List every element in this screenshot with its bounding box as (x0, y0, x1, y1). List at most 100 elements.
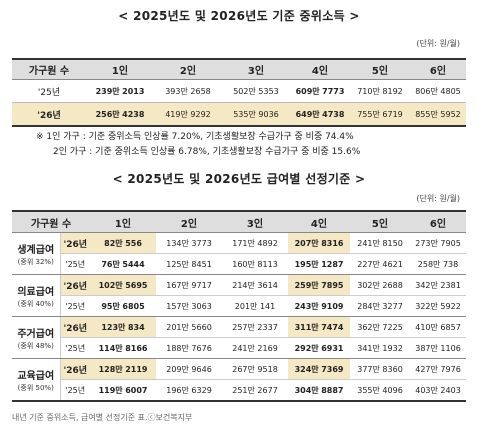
table-cell: 195만 1287 (288, 253, 351, 275)
table-cell: 227만 4621 (350, 253, 411, 275)
header-1person: 1인 (90, 210, 157, 233)
table-cell: 128만 2119 (90, 358, 157, 380)
year-label: '26년 (12, 102, 86, 127)
year-label: '25년 (12, 79, 86, 103)
benefit-criteria-table: 가구원 수 1인 2인 3인 4인 5인 6인 생계급여 (중위 32%) '2… (12, 210, 467, 402)
median-income-title: < 2025년도 및 2026년도 기준 중위소득 > (118, 9, 360, 23)
table-cell: 251만 2677 (222, 379, 289, 402)
table-cell: 125만 8451 (156, 253, 223, 275)
table-cell: 710만 8192 (350, 79, 410, 103)
table-cell: 76만 5444 (90, 253, 157, 275)
table-cell: 123만 834 (90, 316, 157, 338)
table-row-2026: 주거급여 (중위 48%) '26년 123만 834 201만 5660 25… (12, 316, 467, 359)
table-cell: 196만 6329 (156, 379, 223, 402)
table-cell: 114만 8166 (90, 337, 157, 359)
table-cell: 535만 9036 (222, 102, 290, 127)
table-cell: 502만 5353 (222, 79, 290, 103)
table-header-row: 가구원 수 1인 2인 3인 4인 5인 6인 (12, 210, 467, 233)
header-2person: 2인 (156, 210, 223, 233)
table-cell: 273만 7905 (410, 232, 467, 254)
table-cell: 292만 6931 (288, 337, 351, 359)
table-cell: 377만 8360 (350, 358, 411, 380)
table-cell: 214만 3614 (222, 274, 289, 296)
table-row-2026: 의료급여 (중위 40%) '26년 102만 5695 167만 9717 2… (12, 274, 467, 317)
table-row-2025: '25년 239만 2013 393만 2658 502만 5353 609만 … (12, 79, 466, 103)
table-cell: 267만 9518 (222, 358, 289, 380)
table-cell: 259만 7895 (288, 274, 351, 296)
table-cell: 324만 7369 (288, 358, 351, 380)
benefit-category-medical: 의료급여 (중위 40%) (12, 274, 61, 317)
table-cell: 410만 6857 (410, 316, 467, 338)
table-cell: 160만 8113 (222, 253, 289, 275)
header-5person: 5인 (350, 58, 410, 80)
image-credit: 내년 기준 중위소득, 급여별 선정기준 표.ⓒ보건복지부 (12, 413, 193, 422)
header-household-size: 가구원 수 (12, 210, 91, 233)
header-5person: 5인 (350, 210, 411, 233)
table-cell: 243만 9109 (288, 295, 351, 317)
header-4person: 4인 (290, 58, 350, 80)
table-cell: 387만 1106 (410, 337, 467, 359)
header-6person: 6인 (410, 58, 466, 80)
table-cell: 82만 556 (90, 232, 157, 254)
benefit-criteria-title: < 2025년도 및 2026년도 급여별 선정기준 > (112, 172, 366, 186)
median-income-table: 가구원 수 1인 2인 3인 4인 5인 6인 '25년 239만 2013 3… (12, 58, 466, 127)
table-cell: 239만 2013 (86, 79, 154, 103)
header-household-size: 가구원 수 (12, 58, 86, 80)
table-cell: 157만 3063 (156, 295, 223, 317)
unit-label-1: (단위: 원/월) (416, 39, 460, 48)
table-cell: 393만 2658 (154, 79, 222, 103)
table-cell: 609만 7773 (290, 79, 350, 103)
benefit-category-education: 교육급여 (중위 50%) (12, 358, 61, 402)
year-label: '26년 (60, 316, 91, 338)
year-label: '25년 (60, 295, 91, 317)
year-label: '25년 (60, 337, 91, 359)
note-1person: ※ 1인 가구 : 기준 중위소득 인상률 7.20%, 기초생활보장 수급가구… (36, 132, 354, 142)
table-cell: 341만 1932 (350, 337, 411, 359)
table-row-2025: '25년 114만 8166 188만 7676 241만 2169 292만 … (12, 337, 467, 359)
table-cell: 355만 4096 (350, 379, 411, 402)
table-row-2025: '25년 95만 6805 157만 3063 201만 141 243만 91… (12, 295, 467, 317)
table-cell: 241만 2169 (222, 337, 289, 359)
table-cell: 304만 8887 (288, 379, 351, 402)
table-cell: 311만 7474 (288, 316, 351, 338)
header-6person: 6인 (410, 210, 467, 233)
table-cell: 201만 141 (222, 295, 289, 317)
table-cell: 95만 6805 (90, 295, 157, 317)
benefit-category-livelihood: 생계급여 (중위 32%) (12, 232, 61, 275)
footnotes: ※ 1인 가구 : 기준 중위소득 인상률 7.20%, 기초생활보장 수급가구… (36, 130, 360, 160)
table-cell: 201만 5660 (156, 316, 223, 338)
header-4person: 4인 (288, 210, 351, 233)
table-cell: 167만 9717 (156, 274, 223, 296)
year-label: '26년 (60, 274, 91, 296)
table-cell: 419만 9292 (154, 102, 222, 127)
table-cell: 134만 3773 (156, 232, 223, 254)
year-label: '25년 (60, 253, 91, 275)
table-cell: 171만 4892 (222, 232, 289, 254)
table-cell: 256만 4238 (86, 102, 154, 127)
table-cell: 241만 8150 (350, 232, 411, 254)
table-cell: 209만 9646 (156, 358, 223, 380)
table-cell: 207만 8316 (288, 232, 351, 254)
table-cell: 362만 7225 (350, 316, 411, 338)
table-row-2025: '25년 76만 5444 125만 8451 160만 8113 195만 1… (12, 253, 467, 275)
table-cell: 649만 4738 (290, 102, 350, 127)
table-cell: 119만 6007 (90, 379, 157, 402)
table-cell: 855만 5952 (410, 102, 466, 127)
year-label: '26년 (60, 232, 91, 254)
table-row-2026: '26년 256만 4238 419만 9292 535만 9036 649만 … (12, 102, 466, 127)
table-cell: 102만 5695 (90, 274, 157, 296)
note-2person: 2인 가구 : 기준 중위소득 인상률 6.78%, 기초생활보장 수급가구 중… (53, 147, 361, 157)
table-cell: 258만 738 (410, 253, 467, 275)
header-3person: 3인 (222, 210, 289, 233)
table-cell: 806만 4805 (410, 79, 466, 103)
table-cell: 403만 2403 (410, 379, 467, 402)
table-cell: 427만 7976 (410, 358, 467, 380)
table-cell: 755만 6719 (350, 102, 410, 127)
year-label: '25년 (60, 379, 91, 402)
table-row-2025: '25년 119만 6007 196만 6329 251만 2677 304만 … (12, 379, 467, 402)
year-label: '26년 (60, 358, 91, 380)
table-cell: 188만 7676 (156, 337, 223, 359)
table-row-2026: 생계급여 (중위 32%) '26년 82만 556 134만 3773 171… (12, 232, 467, 275)
table-header-row: 가구원 수 1인 2인 3인 4인 5인 6인 (12, 58, 466, 80)
benefit-category-housing: 주거급여 (중위 48%) (12, 316, 61, 359)
